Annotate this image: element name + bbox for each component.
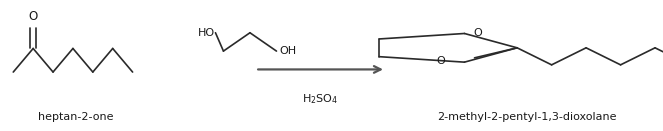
Text: O: O xyxy=(437,56,446,67)
Text: O: O xyxy=(29,10,38,23)
Text: $\mathregular{H_2SO_4}$: $\mathregular{H_2SO_4}$ xyxy=(302,93,338,107)
Text: O: O xyxy=(473,28,482,38)
Text: HO: HO xyxy=(198,28,215,38)
Text: OH: OH xyxy=(280,46,297,56)
Text: heptan-2-one: heptan-2-one xyxy=(38,112,114,122)
Text: 2-methyl-2-pentyl-1,3-dioxolane: 2-methyl-2-pentyl-1,3-dioxolane xyxy=(438,112,617,122)
